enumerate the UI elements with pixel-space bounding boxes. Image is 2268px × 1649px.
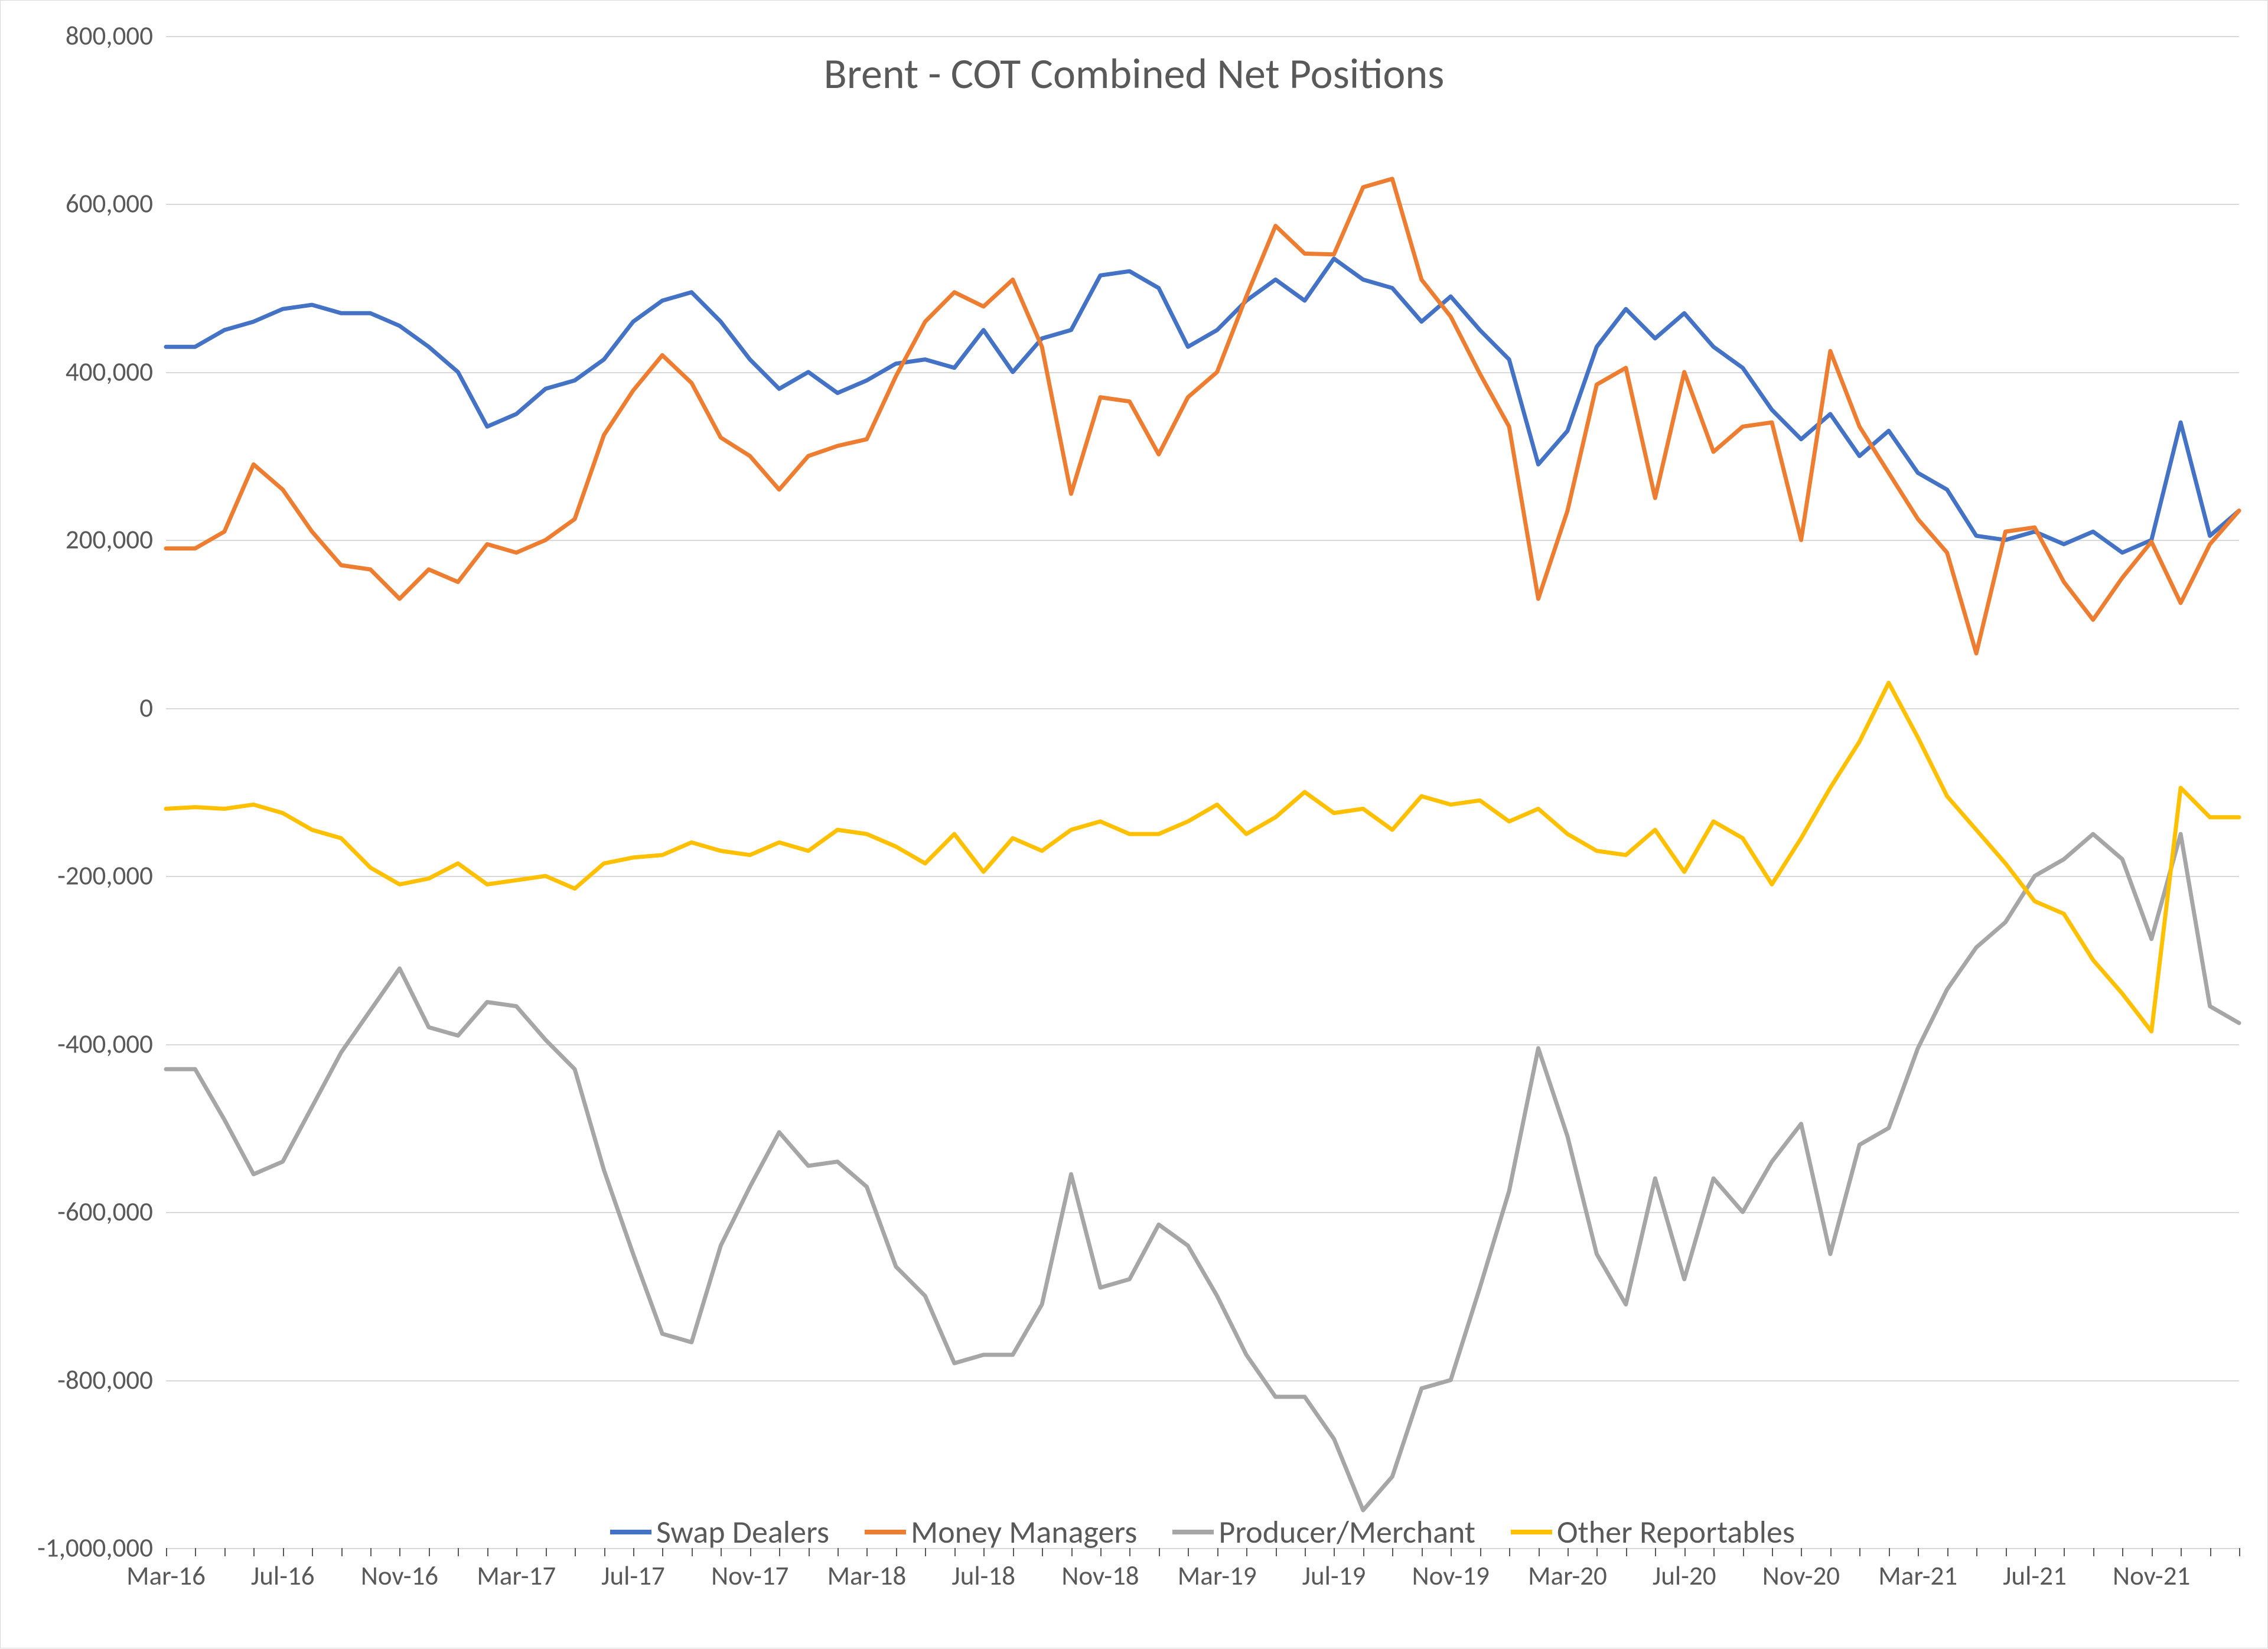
chart-container: Brent - COT Combined Net Positions 800,0… [0,0,2268,1648]
legend-swatch [1172,1530,1214,1534]
series-line [166,179,2239,654]
legend-label: Producer/Merchant [1218,1513,1475,1552]
legend-item: Swap Dealers [610,1513,829,1552]
legend-swatch [1511,1530,1552,1534]
legend-label: Money Managers [911,1513,1137,1552]
series-line [166,683,2239,1031]
legend-item: Producer/Merchant [1172,1513,1475,1552]
legend-label: Other Reportables [1557,1513,1795,1552]
legend: Swap Dealers Money Managers Producer/Merch… [166,1513,2239,1552]
legend-item: Other Reportables [1511,1513,1795,1552]
series-line [166,834,2239,1510]
legend-item: Money Managers [865,1513,1137,1552]
legend-swatch [610,1530,651,1534]
chart-lines [1,1,2268,1649]
series-line [166,259,2239,553]
legend-swatch [865,1530,906,1534]
legend-label: Swap Dealers [656,1513,829,1552]
